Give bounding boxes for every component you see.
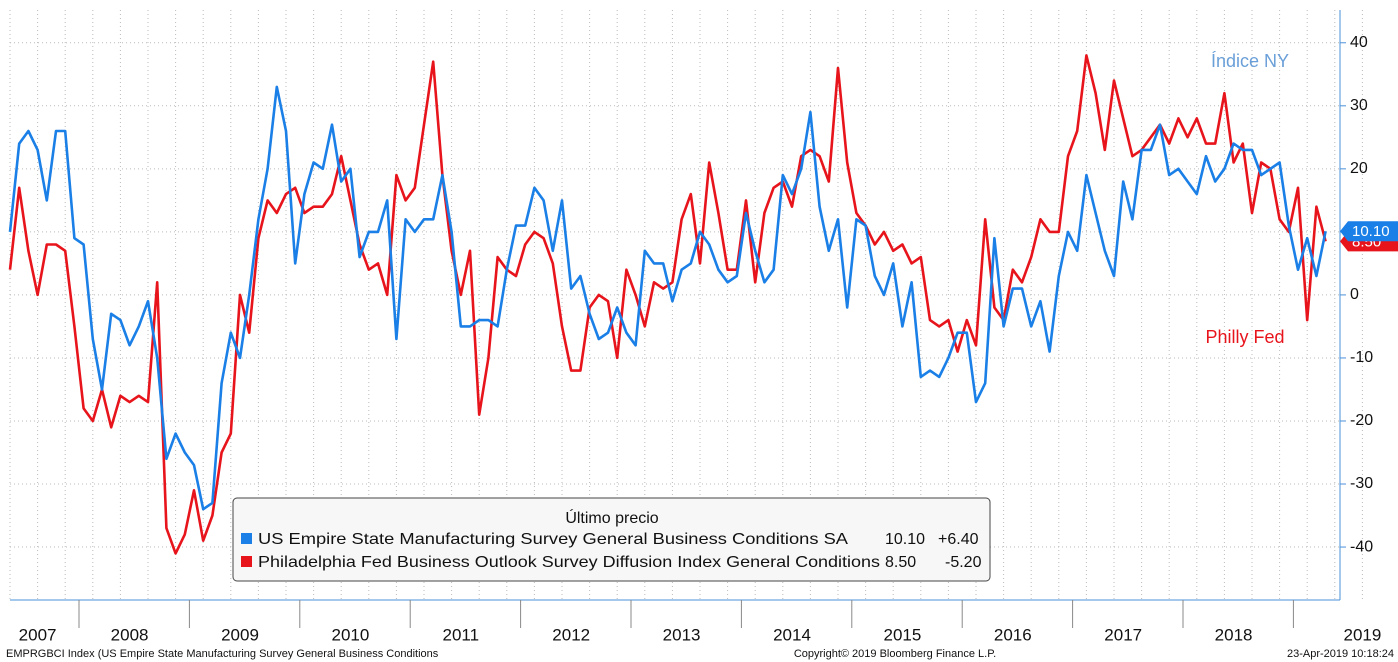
legend-last: 8.50 [885,554,916,571]
y-tick-label: 0 [1350,286,1359,303]
y-tick-label: 20 [1350,160,1368,177]
plot [8,54,1327,555]
footer: 23-Apr-2019 10:18:24 [1287,648,1394,660]
x-tick-label: 2013 [663,625,701,644]
legend-box [232,497,991,582]
footer: EMPRGBCI Index (US Empire State Manufact… [6,648,439,660]
y-tick-label: -20 [1350,412,1373,429]
y-tick-label: -30 [1350,475,1373,492]
tag-shape [1340,221,1398,242]
tag-label: 10.10 [1352,223,1390,240]
x-tick-label: 2008 [111,625,149,644]
annotation: Philly Fed [1205,327,1284,347]
legend-last: 10.10 [885,531,925,548]
legend-swatch [241,533,252,544]
footer: Copyright© 2019 Bloomberg Finance L.P. [794,648,996,660]
legend-title: Último precio [565,508,658,527]
y-tick-label: 30 [1350,97,1368,114]
x-tick-label: 2016 [994,625,1032,644]
x-tick-label: 2012 [552,625,590,644]
x-tick-label: 2010 [331,625,369,644]
legend: Último precio US Empire State Manufactur… [232,497,991,582]
legend-label: US Empire State Manufacturing Survey Gen… [258,531,848,548]
legend-label: Philadelphia Fed Business Outlook Survey… [258,554,880,571]
legend-swatch [241,556,252,567]
legend-change: +6.40 [938,531,979,548]
y-tick-label: 40 [1350,34,1368,51]
x-tick-label: 2009 [221,625,259,644]
y-tick-label: -10 [1350,349,1373,366]
x-tick-label: 2019 [1343,625,1381,644]
x-tick-label: 2007 [19,625,57,644]
last-value-tag: 10.10 [1340,221,1398,242]
x-tick-label: 2014 [773,625,811,644]
x-tick-label: 2011 [443,625,480,644]
legend-change: -5.20 [945,554,982,571]
x-tick-label: 2017 [1104,625,1142,644]
x-tick-label: 2015 [883,625,921,644]
series-line [8,85,1327,511]
x-tick-label: 2018 [1215,625,1253,644]
annotation: Índice NY [1211,51,1289,71]
y-tick-label: -40 [1350,538,1373,555]
